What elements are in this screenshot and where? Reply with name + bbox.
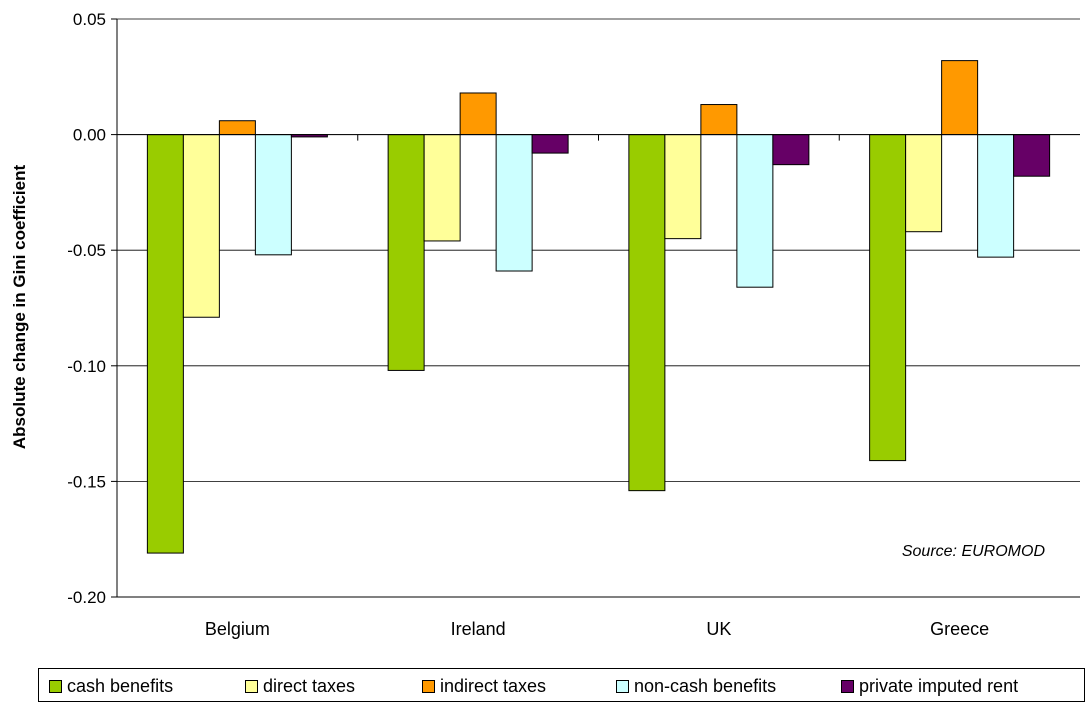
bars: [146, 60, 1051, 554]
bar-direct-taxes-belgium: [182, 134, 220, 318]
legend: cash benefits direct taxes indirect taxes n…: [38, 668, 1085, 702]
bar-indirect-taxes-uk: [700, 104, 738, 136]
bar-cash-benefits-belgium: [146, 134, 184, 554]
bar-direct-taxes-ireland: [423, 134, 461, 242]
y-tick-label: -0.10: [67, 357, 106, 376]
legend-swatch: [245, 680, 258, 693]
legend-label: direct taxes: [263, 676, 356, 696]
legend-label: cash benefits: [67, 676, 174, 696]
bar-private-imputed-rent-ireland: [531, 134, 569, 154]
legend-item-direct-taxes: direct taxes: [245, 676, 355, 697]
y-tick-label: 0.00: [73, 126, 106, 145]
y-axis-title: Absolute change in Gini coefficient: [10, 165, 29, 450]
source-annotation: Source: EUROMOD: [902, 543, 1046, 560]
bar-indirect-taxes-belgium: [218, 120, 256, 136]
bar-non-cash-benefits-greece: [977, 134, 1015, 258]
legend-swatch: [422, 680, 435, 693]
bar-non-cash-benefits-belgium: [254, 134, 292, 256]
chart: 0.05 0.00 -0.05 -0.10 -0.15 -0.20 Belgium Irela…: [10, 10, 1080, 639]
labels: 0.05 0.00 -0.05 -0.10 -0.15 -0.20 Belgium Irela…: [67, 10, 989, 639]
legend-swatch: [616, 680, 629, 693]
x-category-label: Belgium: [205, 619, 270, 639]
bar-indirect-taxes-greece: [941, 60, 979, 136]
legend-item-private-imputed-rent: private imputed rent: [841, 676, 1018, 697]
bar-cash-benefits-greece: [869, 134, 907, 462]
legend-label: non-cash benefits: [634, 676, 777, 696]
bar-indirect-taxes-ireland: [459, 92, 497, 136]
bar-private-imputed-rent-greece: [1013, 134, 1051, 177]
x-category-label: UK: [706, 619, 731, 639]
y-tick-label: -0.15: [67, 472, 106, 491]
bar-private-imputed-rent-uk: [772, 134, 810, 166]
bar-cash-benefits-uk: [628, 134, 666, 492]
legend-swatch: [49, 680, 62, 693]
legend-item-cash-benefits: cash benefits: [49, 676, 173, 697]
y-tick-label: -0.05: [67, 241, 106, 260]
y-tick-label: 0.05: [73, 10, 106, 29]
legend-item-indirect-taxes: indirect taxes: [422, 676, 546, 697]
bar-direct-taxes-greece: [905, 134, 943, 233]
legend-label: private imputed rent: [859, 676, 1019, 696]
legend-swatch: [841, 680, 854, 693]
bar-non-cash-benefits-uk: [736, 134, 774, 288]
legend-item-non-cash-benefits: non-cash benefits: [616, 676, 776, 697]
bar-non-cash-benefits-ireland: [495, 134, 533, 272]
y-tick-label: -0.20: [67, 588, 106, 607]
legend-label: indirect taxes: [440, 676, 547, 696]
bar-cash-benefits-ireland: [387, 134, 425, 371]
axes: [111, 18, 1080, 598]
x-category-label: Ireland: [451, 619, 506, 639]
bar-direct-taxes-uk: [664, 134, 702, 240]
x-category-label: Greece: [930, 619, 989, 639]
